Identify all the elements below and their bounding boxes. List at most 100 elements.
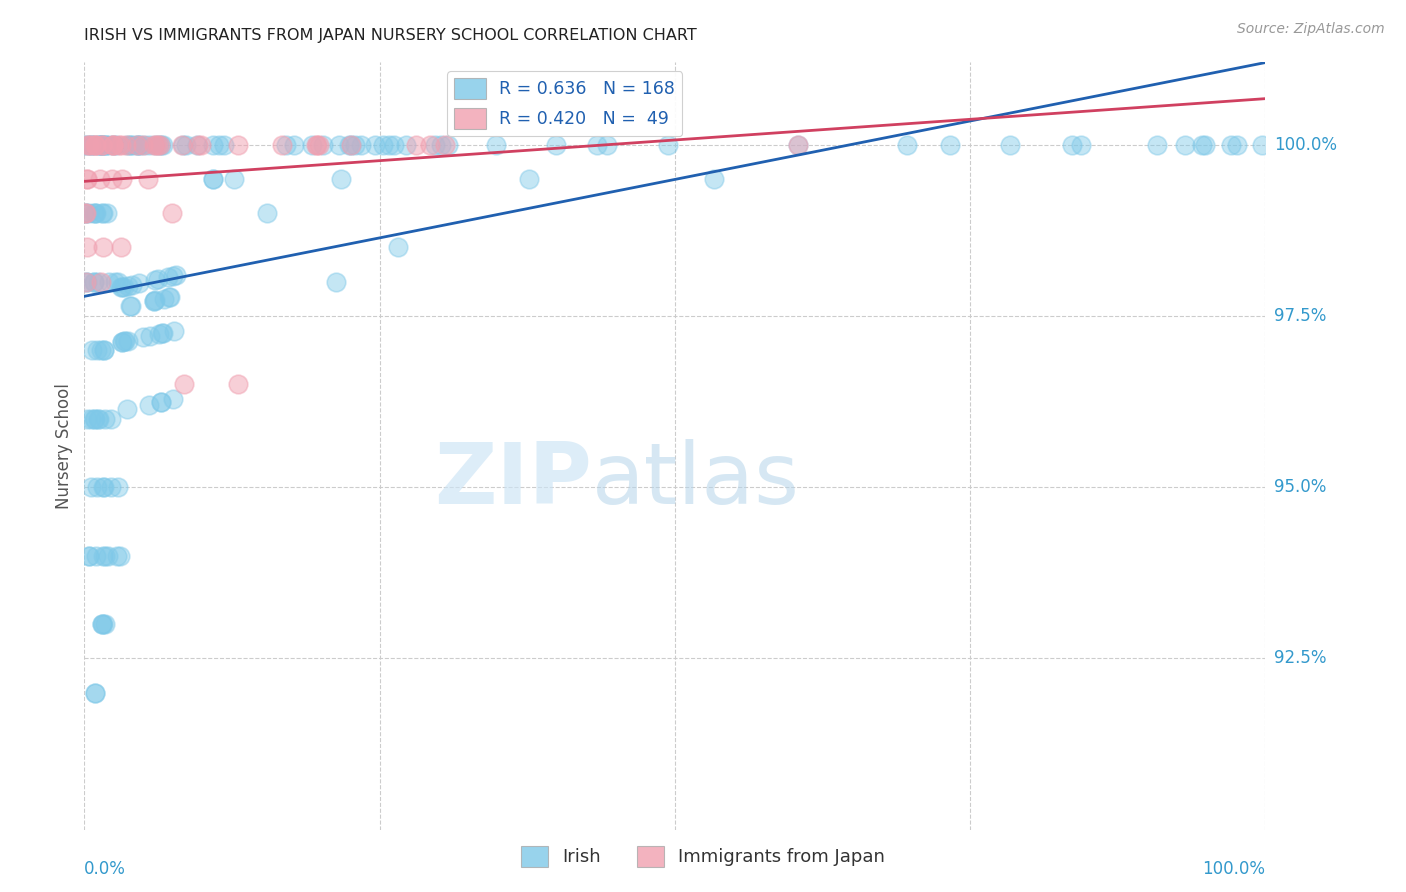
Point (382, 137, 405, 152)
Point (80, 137, 103, 152)
Point (325, 275, 347, 289)
Point (190, 137, 212, 152)
Point (115, 402, 138, 417)
Point (274, 137, 297, 152)
Text: atlas: atlas (592, 439, 800, 522)
Point (162, 392, 184, 407)
Point (343, 137, 366, 152)
Point (87, 137, 110, 152)
Point (96, 137, 118, 152)
Point (1174, 137, 1197, 152)
Point (87, 411, 110, 425)
Point (77, 137, 100, 152)
Point (87, 275, 110, 289)
Point (159, 290, 181, 304)
Point (100, 480, 122, 494)
Point (371, 137, 394, 152)
Point (94, 549, 117, 563)
Text: 100.0%: 100.0% (1274, 136, 1337, 153)
Point (786, 137, 808, 152)
Point (146, 137, 169, 152)
Point (128, 277, 150, 291)
Point (121, 137, 143, 152)
Point (97, 549, 120, 563)
Point (152, 137, 174, 152)
Point (143, 137, 166, 152)
Point (187, 137, 209, 152)
Point (172, 137, 194, 152)
Point (114, 334, 136, 349)
Point (90, 343, 112, 357)
Point (77, 206, 100, 220)
Point (328, 137, 350, 152)
Point (75, 206, 97, 220)
Point (142, 293, 165, 308)
Point (127, 137, 149, 152)
Point (111, 334, 134, 349)
Point (138, 137, 160, 152)
Point (84, 549, 107, 563)
Point (517, 172, 540, 186)
Point (938, 137, 960, 152)
Point (143, 273, 166, 287)
Point (84, 206, 107, 220)
Point (212, 137, 235, 152)
Point (111, 172, 134, 186)
Point (117, 279, 139, 293)
Point (76, 240, 98, 254)
Point (378, 137, 401, 152)
Point (149, 137, 172, 152)
Point (91, 137, 114, 152)
Point (87, 411, 110, 425)
Point (165, 268, 187, 283)
Point (84, 685, 107, 699)
Point (89, 137, 111, 152)
Point (132, 330, 155, 344)
Point (301, 137, 323, 152)
Point (107, 480, 129, 494)
Point (101, 137, 124, 152)
Point (143, 293, 166, 308)
Point (125, 137, 148, 152)
Point (115, 137, 138, 152)
Point (120, 299, 142, 313)
Point (304, 137, 326, 152)
Point (110, 280, 132, 294)
Point (173, 377, 195, 392)
Point (222, 172, 245, 186)
Point (79, 137, 101, 152)
Point (101, 137, 124, 152)
Point (143, 293, 166, 308)
Point (94, 411, 117, 425)
Point (75, 206, 97, 220)
Point (84, 137, 107, 152)
Point (312, 137, 335, 152)
Point (91, 206, 114, 220)
Point (89, 172, 111, 186)
Point (657, 137, 679, 152)
Point (111, 280, 134, 294)
Text: 0.0%: 0.0% (84, 860, 127, 878)
Point (127, 137, 149, 152)
Point (76, 137, 98, 152)
Point (150, 395, 173, 409)
Point (80, 480, 103, 494)
Point (136, 172, 159, 186)
Point (93, 343, 115, 357)
Legend: R = 0.636   N = 168, R = 0.420   N =  49: R = 0.636 N = 168, R = 0.420 N = 49 (447, 71, 682, 136)
Point (90, 617, 112, 632)
Point (118, 299, 141, 313)
Point (86, 480, 108, 494)
Point (84, 137, 107, 152)
Point (226, 137, 249, 152)
Point (307, 137, 329, 152)
Point (86, 206, 108, 220)
Point (83, 275, 105, 289)
Point (89, 137, 111, 152)
Point (105, 549, 128, 563)
Point (148, 137, 170, 152)
Point (703, 172, 725, 186)
Point (103, 137, 125, 152)
Point (110, 137, 132, 152)
Point (79, 137, 101, 152)
